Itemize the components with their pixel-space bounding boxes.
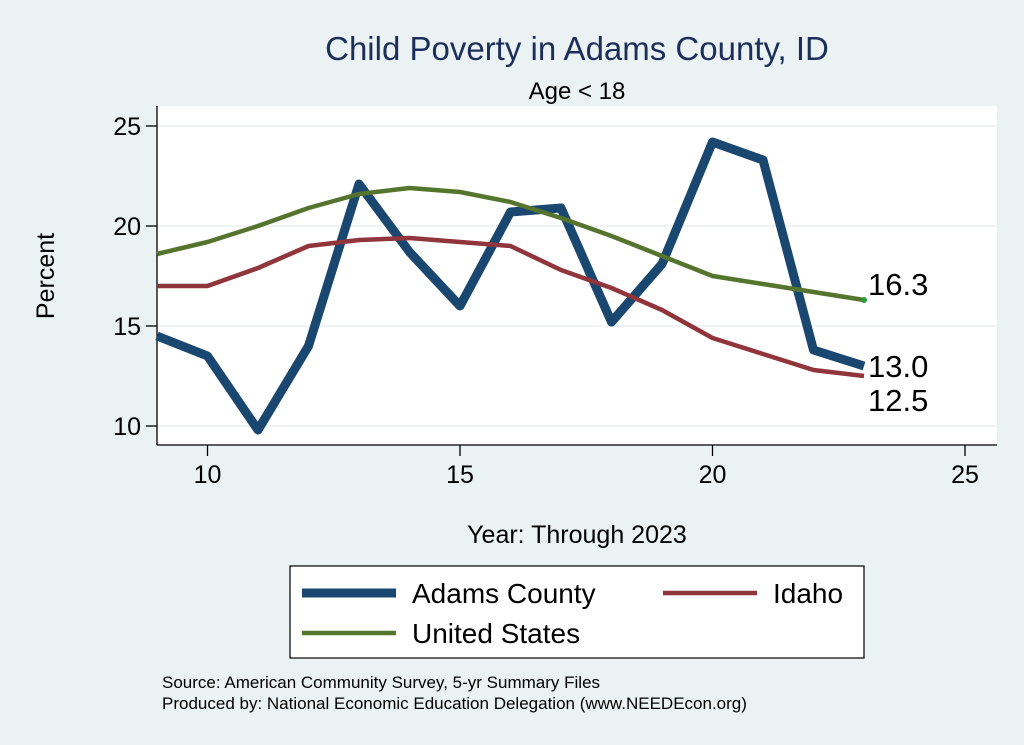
chart-title: Child Poverty in Adams County, ID [325, 30, 829, 67]
axes: 10 15 20 25 10 15 20 25 [113, 106, 997, 489]
y-tick-label-15: 15 [113, 313, 141, 341]
end-label-adams-county: 13.0 [868, 349, 928, 384]
legend-box [289, 565, 865, 659]
series-line-idaho [157, 235, 865, 379]
y-tick-label-10: 10 [113, 413, 141, 441]
end-label-idaho: 12.5 [868, 383, 928, 418]
chart-subtitle: Age < 18 [529, 78, 626, 105]
y-tick-label-25: 25 [113, 113, 141, 141]
x-tick-label-25: 25 [951, 461, 979, 489]
y-axis-title: Percent [32, 233, 60, 319]
x-axis-title: Year: Through 2023 [467, 521, 687, 549]
x-tick-label-10: 10 [194, 461, 222, 489]
produced-by-note: Produced by: National Economic Education… [162, 694, 747, 713]
series-end-marker-united-states [861, 297, 867, 303]
legend-label-adams-county: Adams County [412, 578, 596, 609]
end-labels: 13.012.5 16.3 [868, 267, 928, 418]
legend-label-united-states: United States [412, 618, 580, 649]
source-note: Source: American Community Survey, 5-yr … [162, 673, 600, 692]
series-layer [155, 137, 867, 435]
legend-label-idaho: Idaho [773, 578, 843, 609]
x-tick-label-15: 15 [446, 461, 474, 489]
legend: Adams County Idaho United States [289, 565, 865, 659]
series-line-united-states [156, 185, 865, 303]
y-tick-label-20: 20 [113, 213, 141, 241]
end-label-united-states: 16.3 [868, 267, 928, 302]
x-tick-label-20: 20 [699, 461, 727, 489]
series-line-adams-county [155, 137, 866, 435]
